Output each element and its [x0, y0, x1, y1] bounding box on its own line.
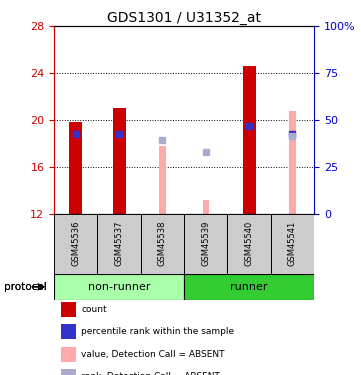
- Text: runner: runner: [230, 282, 268, 292]
- Bar: [203, 200, 209, 214]
- Text: GSM45536: GSM45536: [71, 221, 80, 267]
- Bar: [243, 66, 256, 214]
- Text: value, Detection Call = ABSENT: value, Detection Call = ABSENT: [81, 350, 225, 359]
- Bar: [69, 122, 82, 214]
- Text: protocol: protocol: [4, 282, 46, 292]
- Bar: [113, 108, 126, 214]
- Text: percentile rank within the sample: percentile rank within the sample: [81, 327, 234, 336]
- Text: GSM45540: GSM45540: [245, 221, 253, 266]
- Bar: [54, 274, 184, 300]
- Bar: [54, 214, 97, 274]
- Bar: [227, 214, 271, 274]
- Text: rank, Detection Call = ABSENT: rank, Detection Call = ABSENT: [81, 372, 220, 375]
- Text: count: count: [81, 305, 107, 314]
- Text: GSM45539: GSM45539: [201, 221, 210, 266]
- Text: GSM45538: GSM45538: [158, 221, 167, 267]
- Bar: [159, 146, 166, 214]
- Bar: [271, 214, 314, 274]
- Text: GSM45541: GSM45541: [288, 221, 297, 266]
- Text: non-runner: non-runner: [88, 282, 151, 292]
- Title: GDS1301 / U31352_at: GDS1301 / U31352_at: [107, 11, 261, 25]
- Bar: [184, 214, 227, 274]
- Text: GSM45537: GSM45537: [115, 221, 123, 267]
- Bar: [141, 214, 184, 274]
- Text: protocol: protocol: [4, 282, 46, 292]
- Bar: [289, 111, 296, 214]
- Bar: [97, 214, 141, 274]
- Bar: [184, 274, 314, 300]
